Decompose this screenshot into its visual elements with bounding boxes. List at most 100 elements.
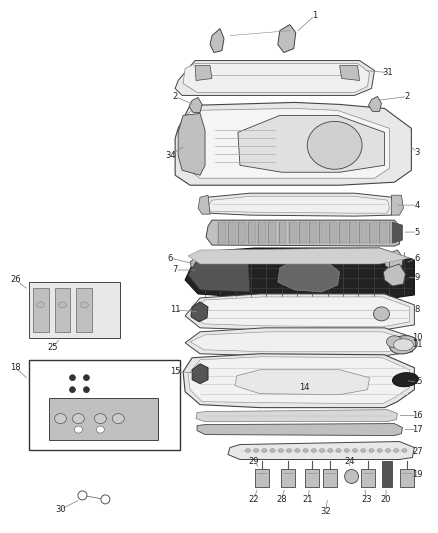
Polygon shape xyxy=(238,222,246,243)
Polygon shape xyxy=(329,222,337,243)
Polygon shape xyxy=(255,470,269,487)
Ellipse shape xyxy=(81,302,88,308)
Text: 19: 19 xyxy=(412,470,423,479)
Ellipse shape xyxy=(345,470,359,483)
Polygon shape xyxy=(299,222,307,243)
Ellipse shape xyxy=(101,495,110,504)
Text: 14: 14 xyxy=(300,383,310,392)
Polygon shape xyxy=(228,222,236,243)
Polygon shape xyxy=(305,470,319,487)
Text: 11: 11 xyxy=(170,305,180,314)
Ellipse shape xyxy=(83,375,89,381)
Text: 1: 1 xyxy=(312,11,317,20)
Polygon shape xyxy=(183,354,414,408)
Ellipse shape xyxy=(394,449,399,453)
Polygon shape xyxy=(185,328,414,356)
Ellipse shape xyxy=(320,449,325,453)
Text: 24: 24 xyxy=(344,457,355,466)
Text: 31: 31 xyxy=(382,68,393,77)
Ellipse shape xyxy=(72,414,85,424)
Polygon shape xyxy=(188,253,250,292)
Ellipse shape xyxy=(386,336,403,348)
Polygon shape xyxy=(369,222,377,243)
Text: 16: 16 xyxy=(412,411,423,420)
Polygon shape xyxy=(278,260,339,292)
Polygon shape xyxy=(248,222,256,243)
Polygon shape xyxy=(379,222,387,243)
Text: 10: 10 xyxy=(412,333,423,342)
Polygon shape xyxy=(228,441,414,459)
Text: 2: 2 xyxy=(405,92,410,101)
Text: 22: 22 xyxy=(249,495,259,504)
Polygon shape xyxy=(235,370,370,394)
Polygon shape xyxy=(175,102,411,185)
Polygon shape xyxy=(278,25,296,53)
Text: 26: 26 xyxy=(11,276,21,285)
Ellipse shape xyxy=(270,449,275,453)
Polygon shape xyxy=(238,116,385,172)
Ellipse shape xyxy=(295,449,300,453)
Ellipse shape xyxy=(74,426,82,433)
Text: 4: 4 xyxy=(415,200,420,209)
Polygon shape xyxy=(189,98,202,112)
Polygon shape xyxy=(185,248,414,300)
Ellipse shape xyxy=(112,414,124,424)
Polygon shape xyxy=(384,250,403,270)
Polygon shape xyxy=(281,470,295,487)
Text: 21: 21 xyxy=(303,495,313,504)
Polygon shape xyxy=(384,264,406,286)
Polygon shape xyxy=(198,195,210,214)
Polygon shape xyxy=(400,470,414,487)
Ellipse shape xyxy=(385,449,390,453)
Text: 8: 8 xyxy=(415,305,420,314)
Text: 6: 6 xyxy=(415,254,420,263)
Polygon shape xyxy=(360,470,374,487)
Ellipse shape xyxy=(70,375,75,381)
Polygon shape xyxy=(191,302,208,322)
Polygon shape xyxy=(206,220,401,246)
Ellipse shape xyxy=(402,449,407,453)
Polygon shape xyxy=(268,222,276,243)
Text: 23: 23 xyxy=(361,495,372,504)
Polygon shape xyxy=(196,410,397,422)
Polygon shape xyxy=(197,424,403,435)
Ellipse shape xyxy=(369,449,374,453)
Ellipse shape xyxy=(336,449,341,453)
Polygon shape xyxy=(175,61,374,95)
Polygon shape xyxy=(289,222,297,243)
Ellipse shape xyxy=(389,336,417,354)
Text: 20: 20 xyxy=(380,495,391,504)
Polygon shape xyxy=(205,193,395,216)
Polygon shape xyxy=(279,222,286,243)
Ellipse shape xyxy=(286,449,292,453)
Ellipse shape xyxy=(393,339,413,351)
Ellipse shape xyxy=(95,414,106,424)
Ellipse shape xyxy=(37,302,45,308)
Polygon shape xyxy=(210,29,224,53)
Ellipse shape xyxy=(303,449,308,453)
Text: 32: 32 xyxy=(320,507,331,516)
Bar xyxy=(49,398,158,440)
Polygon shape xyxy=(192,364,208,384)
Polygon shape xyxy=(208,196,389,213)
Text: 30: 30 xyxy=(55,505,66,514)
Ellipse shape xyxy=(279,449,283,453)
Text: 15: 15 xyxy=(412,377,423,386)
Polygon shape xyxy=(349,222,357,243)
Text: 28: 28 xyxy=(276,495,287,504)
Ellipse shape xyxy=(54,414,67,424)
Polygon shape xyxy=(359,222,367,243)
Ellipse shape xyxy=(59,302,67,308)
Polygon shape xyxy=(339,222,347,243)
Polygon shape xyxy=(368,96,381,111)
Bar xyxy=(28,282,120,338)
Ellipse shape xyxy=(70,386,75,393)
Ellipse shape xyxy=(392,373,418,387)
Text: 2: 2 xyxy=(173,92,178,101)
Ellipse shape xyxy=(328,449,333,453)
Text: 5: 5 xyxy=(415,228,420,237)
Bar xyxy=(77,288,92,332)
Polygon shape xyxy=(258,222,266,243)
Text: 7: 7 xyxy=(173,265,178,274)
Text: 6: 6 xyxy=(167,254,173,263)
